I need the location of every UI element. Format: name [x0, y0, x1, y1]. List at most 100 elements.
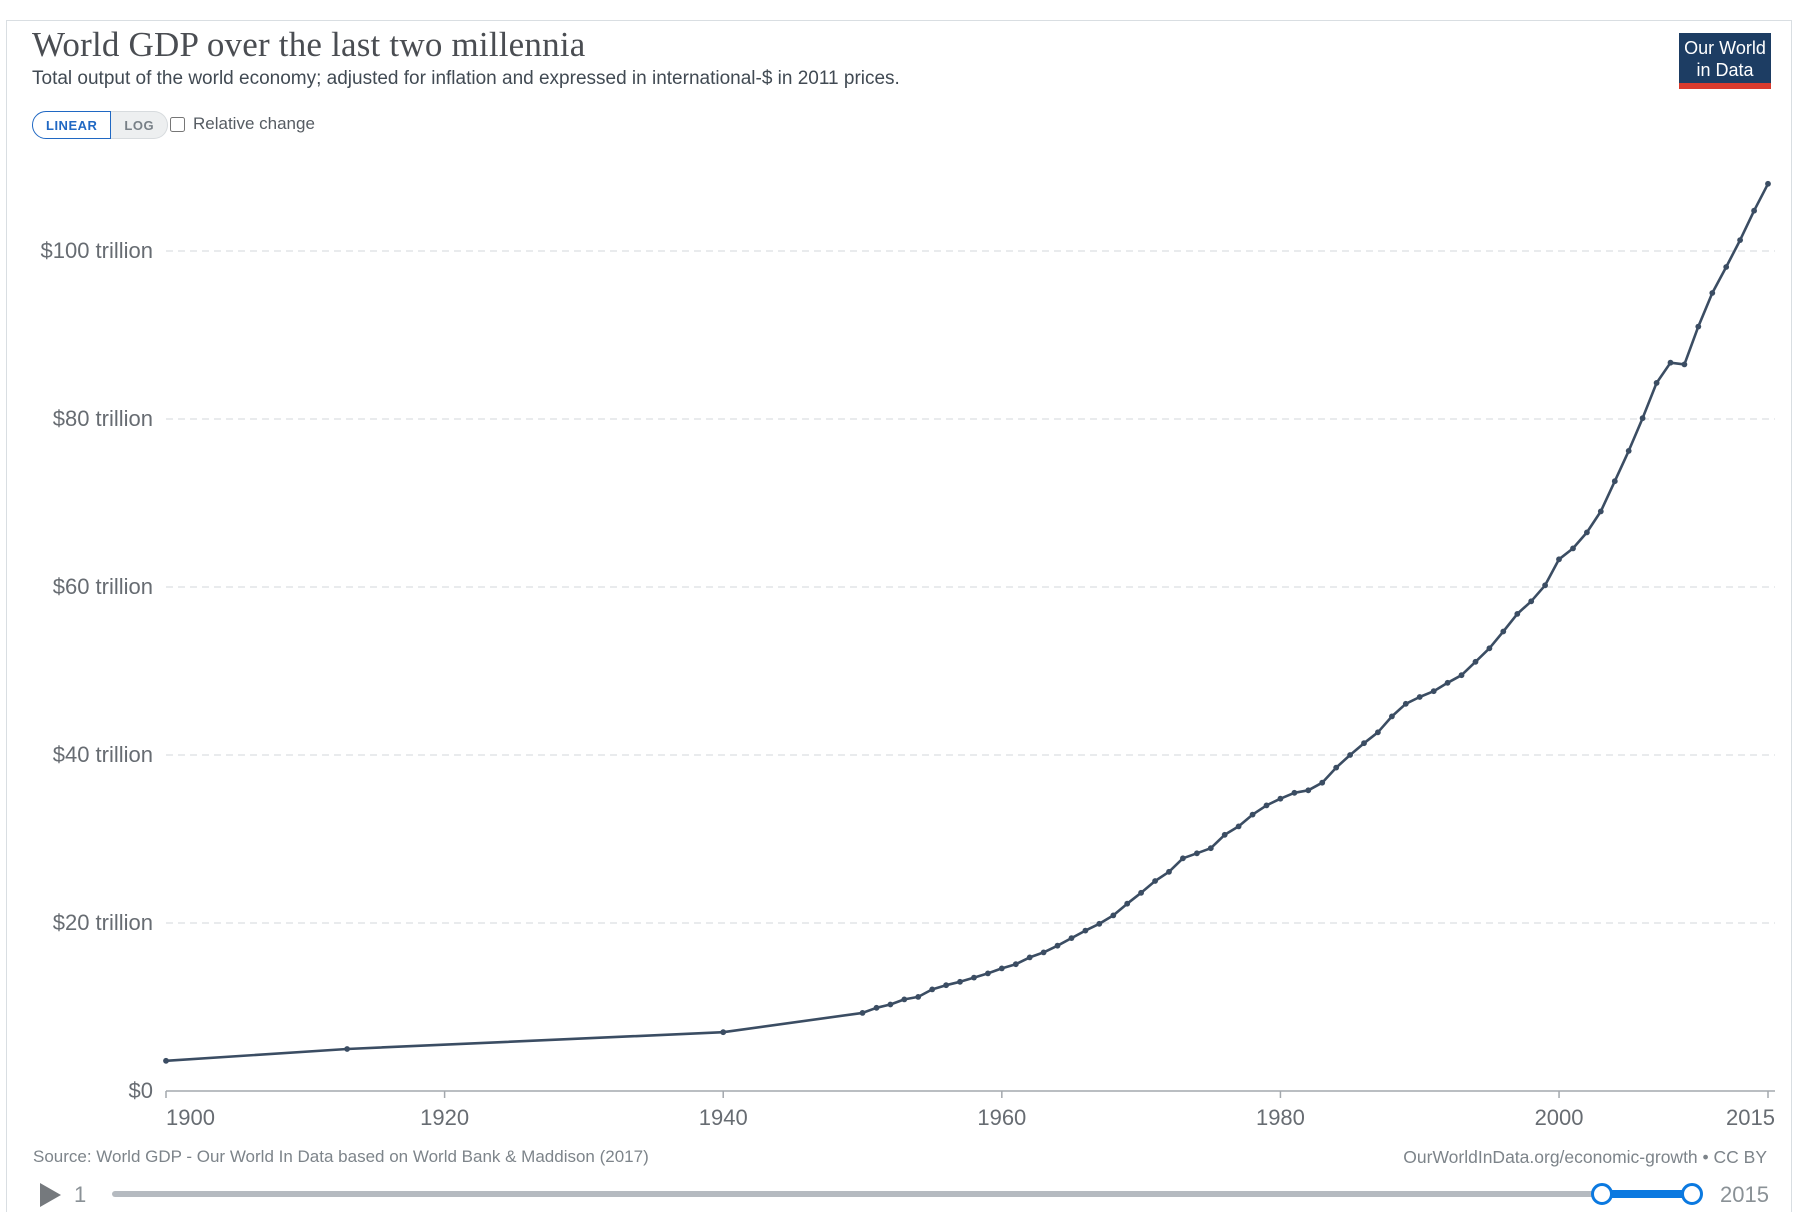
page-subtitle: Total output of the world economy; adjus… [32, 68, 900, 89]
owid-logo[interactable]: Our World in Data [1679, 33, 1771, 89]
page-title: World GDP over the last two millennia [32, 25, 586, 64]
y-gridlines [166, 250, 1775, 924]
data-point [859, 1010, 866, 1016]
data-point [1375, 729, 1381, 736]
svg-text:1960: 1960 [977, 1105, 1026, 1130]
data-point [1194, 850, 1200, 857]
data-point [915, 994, 922, 1000]
data-point [943, 982, 949, 989]
data-point [1026, 954, 1033, 961]
data-point [985, 970, 991, 977]
data-point [1737, 237, 1743, 244]
play-icon[interactable] [40, 1183, 61, 1207]
timeline-selected-range[interactable] [1602, 1190, 1692, 1198]
data-point [1277, 795, 1284, 802]
svg-text:2000: 2000 [1535, 1105, 1584, 1130]
svg-text:$20 trillion: $20 trillion [53, 910, 153, 935]
data-point [1667, 359, 1674, 366]
data-point [1054, 942, 1061, 949]
data-point [1124, 900, 1131, 907]
data-point [1723, 264, 1730, 270]
data-point [1444, 679, 1451, 686]
chart-card [6, 20, 1792, 1212]
relative-change-control: Relative change [170, 114, 315, 134]
linear-scale-button[interactable]: LINEAR [32, 111, 112, 139]
svg-text:2015: 2015 [1726, 1105, 1775, 1130]
data-point [1319, 779, 1326, 786]
data-point [1110, 912, 1117, 919]
svg-text:1920: 1920 [420, 1105, 469, 1130]
data-point [887, 1001, 894, 1008]
data-point [1584, 529, 1590, 536]
world-gdp-line [164, 182, 1770, 1063]
data-point [1389, 713, 1395, 720]
data-point [1305, 787, 1312, 794]
data-point [1416, 694, 1423, 700]
data-point [1514, 611, 1521, 617]
svg-text:$60 trillion: $60 trillion [53, 574, 153, 599]
data-point [1458, 672, 1465, 679]
source-note: Source: World GDP - Our World In Data ba… [33, 1147, 649, 1166]
data-point [1221, 831, 1228, 838]
data-point [1611, 478, 1618, 485]
svg-text:1900: 1900 [166, 1105, 215, 1130]
data-point [1180, 855, 1186, 862]
relative-change-checkbox[interactable] [170, 116, 185, 132]
timeline-start-label: 1 [74, 1182, 87, 1207]
data-point [1597, 508, 1604, 515]
owid-logo-text: in Data [1696, 60, 1754, 80]
data-point [1068, 935, 1075, 941]
data-point [901, 996, 908, 1003]
data-point [1361, 740, 1367, 747]
data-point [929, 986, 936, 993]
data-point [1207, 845, 1214, 852]
data-point [998, 965, 1005, 972]
data-point [1235, 823, 1242, 830]
svg-text:$0: $0 [129, 1078, 153, 1103]
data-point [1486, 645, 1493, 652]
attribution-link[interactable]: OurWorldInData.org/economic-growth • CC … [1403, 1147, 1767, 1167]
data-point [1653, 380, 1660, 386]
data-point [1751, 207, 1757, 214]
data-point [1347, 752, 1353, 758]
data-point [1709, 290, 1716, 296]
world-gdp-series[interactable] [163, 180, 1771, 1064]
data-point [873, 1004, 880, 1011]
svg-text:$80 trillion: $80 trillion [53, 406, 153, 431]
data-point [163, 1057, 169, 1064]
data-point [1528, 598, 1535, 605]
data-point [1639, 415, 1646, 422]
data-point [1556, 556, 1562, 563]
svg-text:1980: 1980 [1256, 1105, 1305, 1130]
data-point [1681, 361, 1688, 368]
timeline-end-handle[interactable] [1681, 1183, 1703, 1205]
x-axis [165, 1090, 1775, 1098]
data-point [957, 978, 963, 985]
log-scale-button[interactable]: LOG [111, 111, 169, 139]
data-point [1096, 920, 1103, 927]
data-point [1082, 927, 1089, 934]
data-point [1472, 658, 1479, 665]
svg-text:1940: 1940 [699, 1105, 748, 1130]
data-point [1291, 789, 1298, 796]
timeline-track[interactable] [112, 1191, 1692, 1197]
data-point [1570, 545, 1576, 552]
data-point [1138, 889, 1144, 896]
data-point [1040, 949, 1047, 956]
data-point [1012, 961, 1019, 968]
data-point [971, 974, 977, 981]
data-point [1500, 628, 1507, 635]
x-axis-labels: 1900 1920 1940 1960 1980 2000 2015 [166, 1105, 1775, 1130]
data-point [1625, 448, 1632, 454]
timeline-start-handle[interactable] [1591, 1183, 1613, 1205]
data-point [1430, 688, 1437, 695]
data-point [1333, 764, 1340, 771]
data-point [1249, 811, 1256, 818]
svg-text:$100 trillion: $100 trillion [40, 238, 153, 263]
data-point [1402, 700, 1409, 707]
owid-logo-text: Our World [1684, 38, 1766, 58]
data-point [1263, 802, 1270, 809]
timeline-end-label: 2015 [1720, 1182, 1769, 1207]
svg-text:$40 trillion: $40 trillion [53, 742, 153, 767]
